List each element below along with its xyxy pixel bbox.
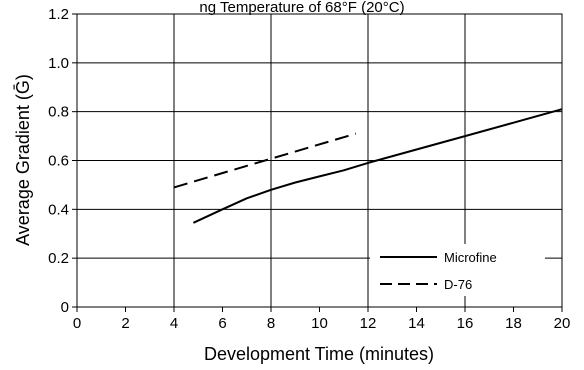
series-line-d76 bbox=[173, 132, 357, 189]
y-tick-label: 0.2 bbox=[48, 250, 69, 267]
x-tick-label: 8 bbox=[267, 315, 275, 332]
x-axis-ticks: 0 2 4 6 8 10 12 14 16 18 20 bbox=[73, 307, 571, 332]
y-tick-label: 0.4 bbox=[48, 201, 69, 218]
x-tick-label: 12 bbox=[360, 315, 377, 332]
x-axis-title: Development Time (minutes) bbox=[204, 344, 434, 364]
x-tick-label: 18 bbox=[505, 315, 522, 332]
y-axis-title: Average Gradient (Ḡ) bbox=[13, 74, 33, 246]
legend-label-d76: D-76 bbox=[444, 277, 472, 292]
y-tick-label: 1.0 bbox=[48, 55, 69, 72]
x-tick-label: 20 bbox=[554, 315, 571, 332]
x-tick-label: 14 bbox=[408, 315, 425, 332]
legend: Microfine D-76 bbox=[370, 244, 545, 296]
y-axis-ticks: 0 0.2 0.4 0.6 0.8 1.0 1.2 bbox=[48, 6, 77, 316]
y-tick-label: 1.2 bbox=[48, 6, 69, 23]
legend-box bbox=[370, 244, 545, 296]
x-tick-label: 16 bbox=[457, 315, 474, 332]
x-tick-label: 4 bbox=[170, 315, 178, 332]
x-tick-label: 2 bbox=[121, 315, 129, 332]
chart-title: ng Temperature of 68°F (20°C) bbox=[199, 0, 404, 16]
y-tick-label: 0.8 bbox=[48, 104, 69, 121]
legend-label-microfine: Microfine bbox=[444, 250, 497, 265]
x-tick-label: 0 bbox=[73, 315, 81, 332]
series-layer bbox=[173, 108, 563, 224]
series-line-microfine bbox=[192, 108, 563, 224]
y-tick-label: 0.6 bbox=[48, 153, 69, 170]
y-tick-label: 0 bbox=[61, 299, 69, 316]
x-tick-label: 10 bbox=[311, 315, 328, 332]
x-tick-label: 6 bbox=[218, 315, 226, 332]
